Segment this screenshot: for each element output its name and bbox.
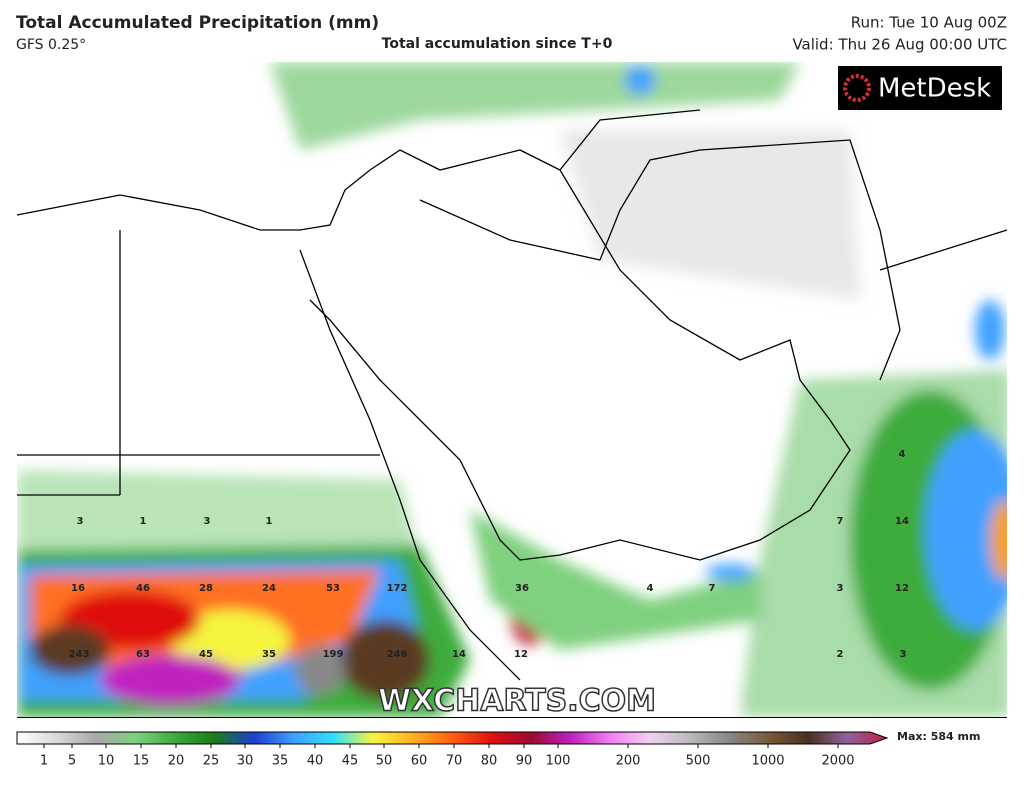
colorbar-tick-label: 60 xyxy=(411,754,428,769)
precip-field xyxy=(17,62,1007,717)
map-value-label: 2 xyxy=(837,649,844,660)
map-value-label: 63 xyxy=(136,649,150,660)
map-value-label: 3 xyxy=(837,583,844,594)
max-label: Max: 584 mm xyxy=(897,730,980,743)
title: Total Accumulated Precipitation (mm) xyxy=(16,13,379,33)
watermark: WXCHARTS.COM xyxy=(378,684,656,719)
colorbar-tick-label: 1000 xyxy=(751,754,784,769)
map-value-label: 3 xyxy=(204,516,211,527)
map xyxy=(16,62,1008,717)
map-value-label: 7 xyxy=(837,516,844,527)
run: Run: Tue 10 Aug 00Z xyxy=(851,14,1007,32)
map-value-label: 45 xyxy=(199,649,213,660)
map-value-label: 14 xyxy=(452,649,466,660)
map-value-label: 243 xyxy=(69,649,90,660)
colorbar-tick-label: 25 xyxy=(203,754,220,769)
map-value-label: 3 xyxy=(77,516,84,527)
map-value-label: 12 xyxy=(895,583,909,594)
map-value-label: 4 xyxy=(647,583,654,594)
colorbar-tick-label: 20 xyxy=(168,754,185,769)
colorbar-tick-label: 90 xyxy=(516,754,533,769)
colorbar-tick-label: 40 xyxy=(307,754,324,769)
colorbar-tick-label: 500 xyxy=(686,754,711,769)
colorbar-bar xyxy=(16,731,889,745)
model: GFS 0.25° xyxy=(16,37,86,53)
map-value-label: 28 xyxy=(199,583,213,594)
map-value-label: 36 xyxy=(515,583,529,594)
colorbar-tick-label: 30 xyxy=(237,754,254,769)
map-value-label: 53 xyxy=(326,583,340,594)
map-value-label: 16 xyxy=(71,583,85,594)
map-value-label: 3 xyxy=(900,649,907,660)
colorbar: 1 5 10 15 20 25 30 35 40 45 50 60 70 80 90 100 200 500 100… xyxy=(16,731,889,769)
colorbar-tick-label: 200 xyxy=(616,754,641,769)
colorbar-tick-label: 70 xyxy=(446,754,463,769)
map-value-label: 7 xyxy=(709,583,716,594)
map-value-label: 172 xyxy=(387,583,408,594)
colorbar-tick-label: 5 xyxy=(68,754,76,769)
colorbar-tick-label: 35 xyxy=(272,754,289,769)
logo-box xyxy=(838,66,1002,110)
map-value-label: 24 xyxy=(262,583,276,594)
colorbar-tick-label: 45 xyxy=(342,754,359,769)
colorbar-tick-label: 1 xyxy=(40,754,48,769)
colorbar-tick-label: 15 xyxy=(133,754,150,769)
map-value-label: 14 xyxy=(895,516,909,527)
map-border xyxy=(17,717,1007,718)
map-value-label: 46 xyxy=(136,583,150,594)
map-value-label: 1 xyxy=(266,516,273,527)
map-value-label: 4 xyxy=(899,449,906,460)
subtitle: Total accumulation since T+0 xyxy=(382,36,613,52)
logo: MetDesk xyxy=(878,74,991,104)
colorbar-tick-label: 100 xyxy=(546,754,571,769)
map-value-label: 1 xyxy=(140,516,147,527)
colorbar-tick-label: 2000 xyxy=(821,754,854,769)
valid: Valid: Thu 26 Aug 00:00 UTC xyxy=(792,36,1007,54)
map-value-label: 246 xyxy=(387,649,408,660)
map-value-label: 12 xyxy=(514,649,528,660)
colorbar-tick-label: 80 xyxy=(481,754,498,769)
map-value-label: 199 xyxy=(323,649,344,660)
borders xyxy=(16,109,1008,681)
map-value-label: 35 xyxy=(262,649,276,660)
colorbar-tick-label: 50 xyxy=(376,754,393,769)
logo-icon xyxy=(843,74,871,102)
colorbar-tick-label: 10 xyxy=(98,754,115,769)
